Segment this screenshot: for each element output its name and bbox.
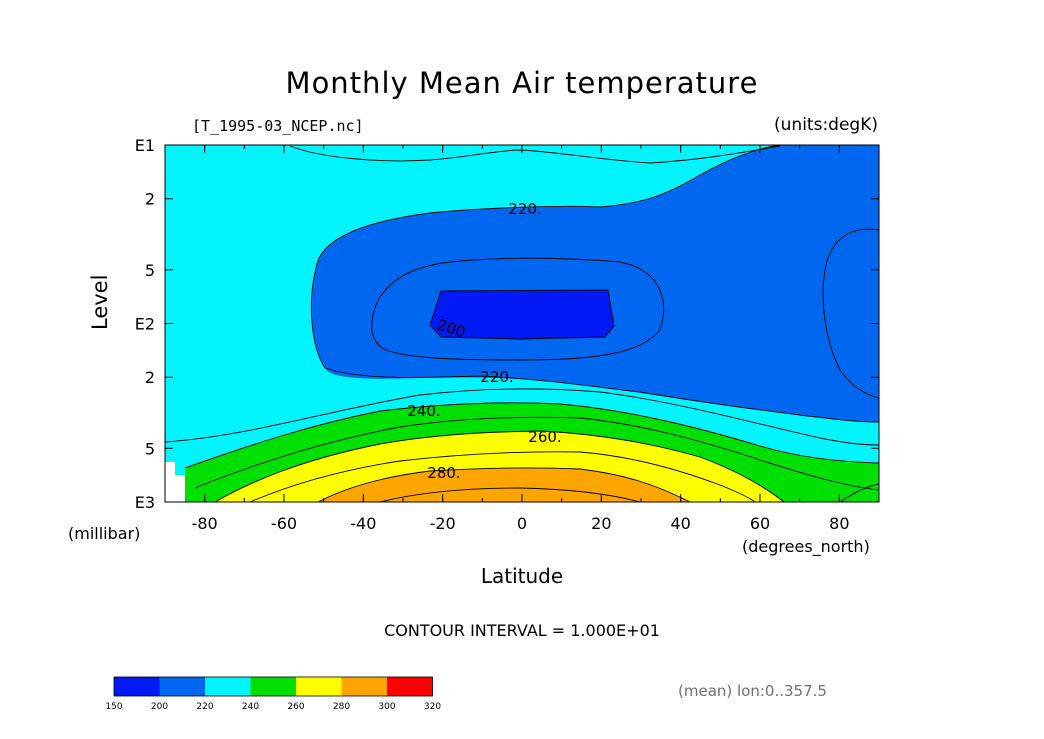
y-tick-label: E2 (135, 315, 155, 334)
y-tick-label: E3 (135, 493, 155, 512)
x-tick-label: 80 (829, 514, 849, 533)
y-tick-label: 5 (145, 439, 155, 458)
y-tick-label: E1 (135, 136, 155, 155)
x-ticks: -80 -60 -40 -20 0 20 40 60 80 (164, 145, 880, 533)
contour-line-290 (379, 487, 641, 502)
colorbar-label: 150 (105, 702, 122, 712)
y-tick-label: 2 (145, 190, 155, 209)
contour-line-260 (214, 430, 785, 502)
colorbar-swatch (250, 677, 296, 696)
contour-labels: 220.200.220.240.260.280. (407, 200, 561, 482)
x-axis-label: Latitude (480, 564, 564, 588)
x-tick-label: 20 (591, 514, 611, 533)
contour-line-230-lower (165, 388, 879, 446)
colorbar-swatch (114, 677, 160, 696)
contour-label: 220. (508, 200, 541, 218)
x-tick-label: -20 (430, 514, 456, 533)
x-tick-label: 60 (750, 514, 770, 533)
x-tick-label: -60 (271, 514, 297, 533)
x-tick-label: 0 (517, 514, 527, 533)
y-tick-label: 5 (145, 261, 155, 280)
colorbar-swatch (387, 677, 433, 696)
fill-missing-corner (165, 462, 185, 502)
chart-title: Monthly Mean Air temperature (285, 66, 759, 100)
file-label: [T_1995-03_NCEP.nc] (192, 117, 364, 135)
contour-label: 220. (480, 368, 513, 386)
colorbar-frame (113, 676, 433, 697)
y-ticks: E1 2 5 E2 2 5 E3 (135, 136, 879, 512)
colorbar-label: 320 (424, 702, 441, 712)
contour-line-250-right (839, 483, 879, 502)
colorbar: 150 200 220 240 260 280 300 320 (105, 676, 441, 712)
units-label: (units:degK) (774, 115, 878, 135)
contour-line-240 (184, 402, 879, 469)
contour-label: 240. (407, 402, 440, 420)
contour-label: 260. (528, 428, 561, 446)
contour-lines (165, 145, 879, 502)
x-tick-label: -80 (192, 514, 218, 533)
contour-line-220 (315, 145, 780, 269)
x-units-label: (degrees_north) (742, 537, 870, 556)
colorbar-swatch (296, 677, 342, 696)
y-tick-label: 2 (145, 368, 155, 387)
mean-note: (mean) lon:0..357.5 (678, 682, 827, 700)
colorbar-swatch (205, 677, 251, 696)
colorbar-label: 200 (151, 702, 168, 712)
contour-label: 280. (427, 464, 460, 482)
colorbar-label: 280 (333, 702, 350, 712)
contour-line-250 (194, 416, 879, 491)
contour-fills (165, 145, 879, 502)
x-tick-label: -40 (350, 514, 376, 533)
colorbar-swatch (159, 677, 205, 696)
colorbar-label: 300 (378, 702, 395, 712)
fill-150-200 (430, 290, 614, 339)
contour-line-220-left (310, 267, 326, 369)
contour-line-280 (317, 467, 691, 502)
contour-line-270 (249, 451, 756, 502)
colorbar-label: 220 (196, 702, 213, 712)
contour-interval: CONTOUR INTERVAL = 1.000E+01 (384, 621, 660, 640)
colorbar-label: 260 (287, 702, 304, 712)
colorbar-label: 240 (242, 702, 259, 712)
colorbar-swatch (341, 677, 387, 696)
x-tick-label: 40 (670, 514, 690, 533)
contour-line-220-lower (324, 367, 879, 423)
contour-line-200 (429, 289, 615, 340)
contour-line-230 (289, 145, 781, 164)
contour-line-210 (371, 257, 664, 361)
contour-line-210-right (822, 228, 879, 399)
fill-200-220 (311, 145, 879, 422)
y-units-label: (millibar) (68, 524, 141, 543)
